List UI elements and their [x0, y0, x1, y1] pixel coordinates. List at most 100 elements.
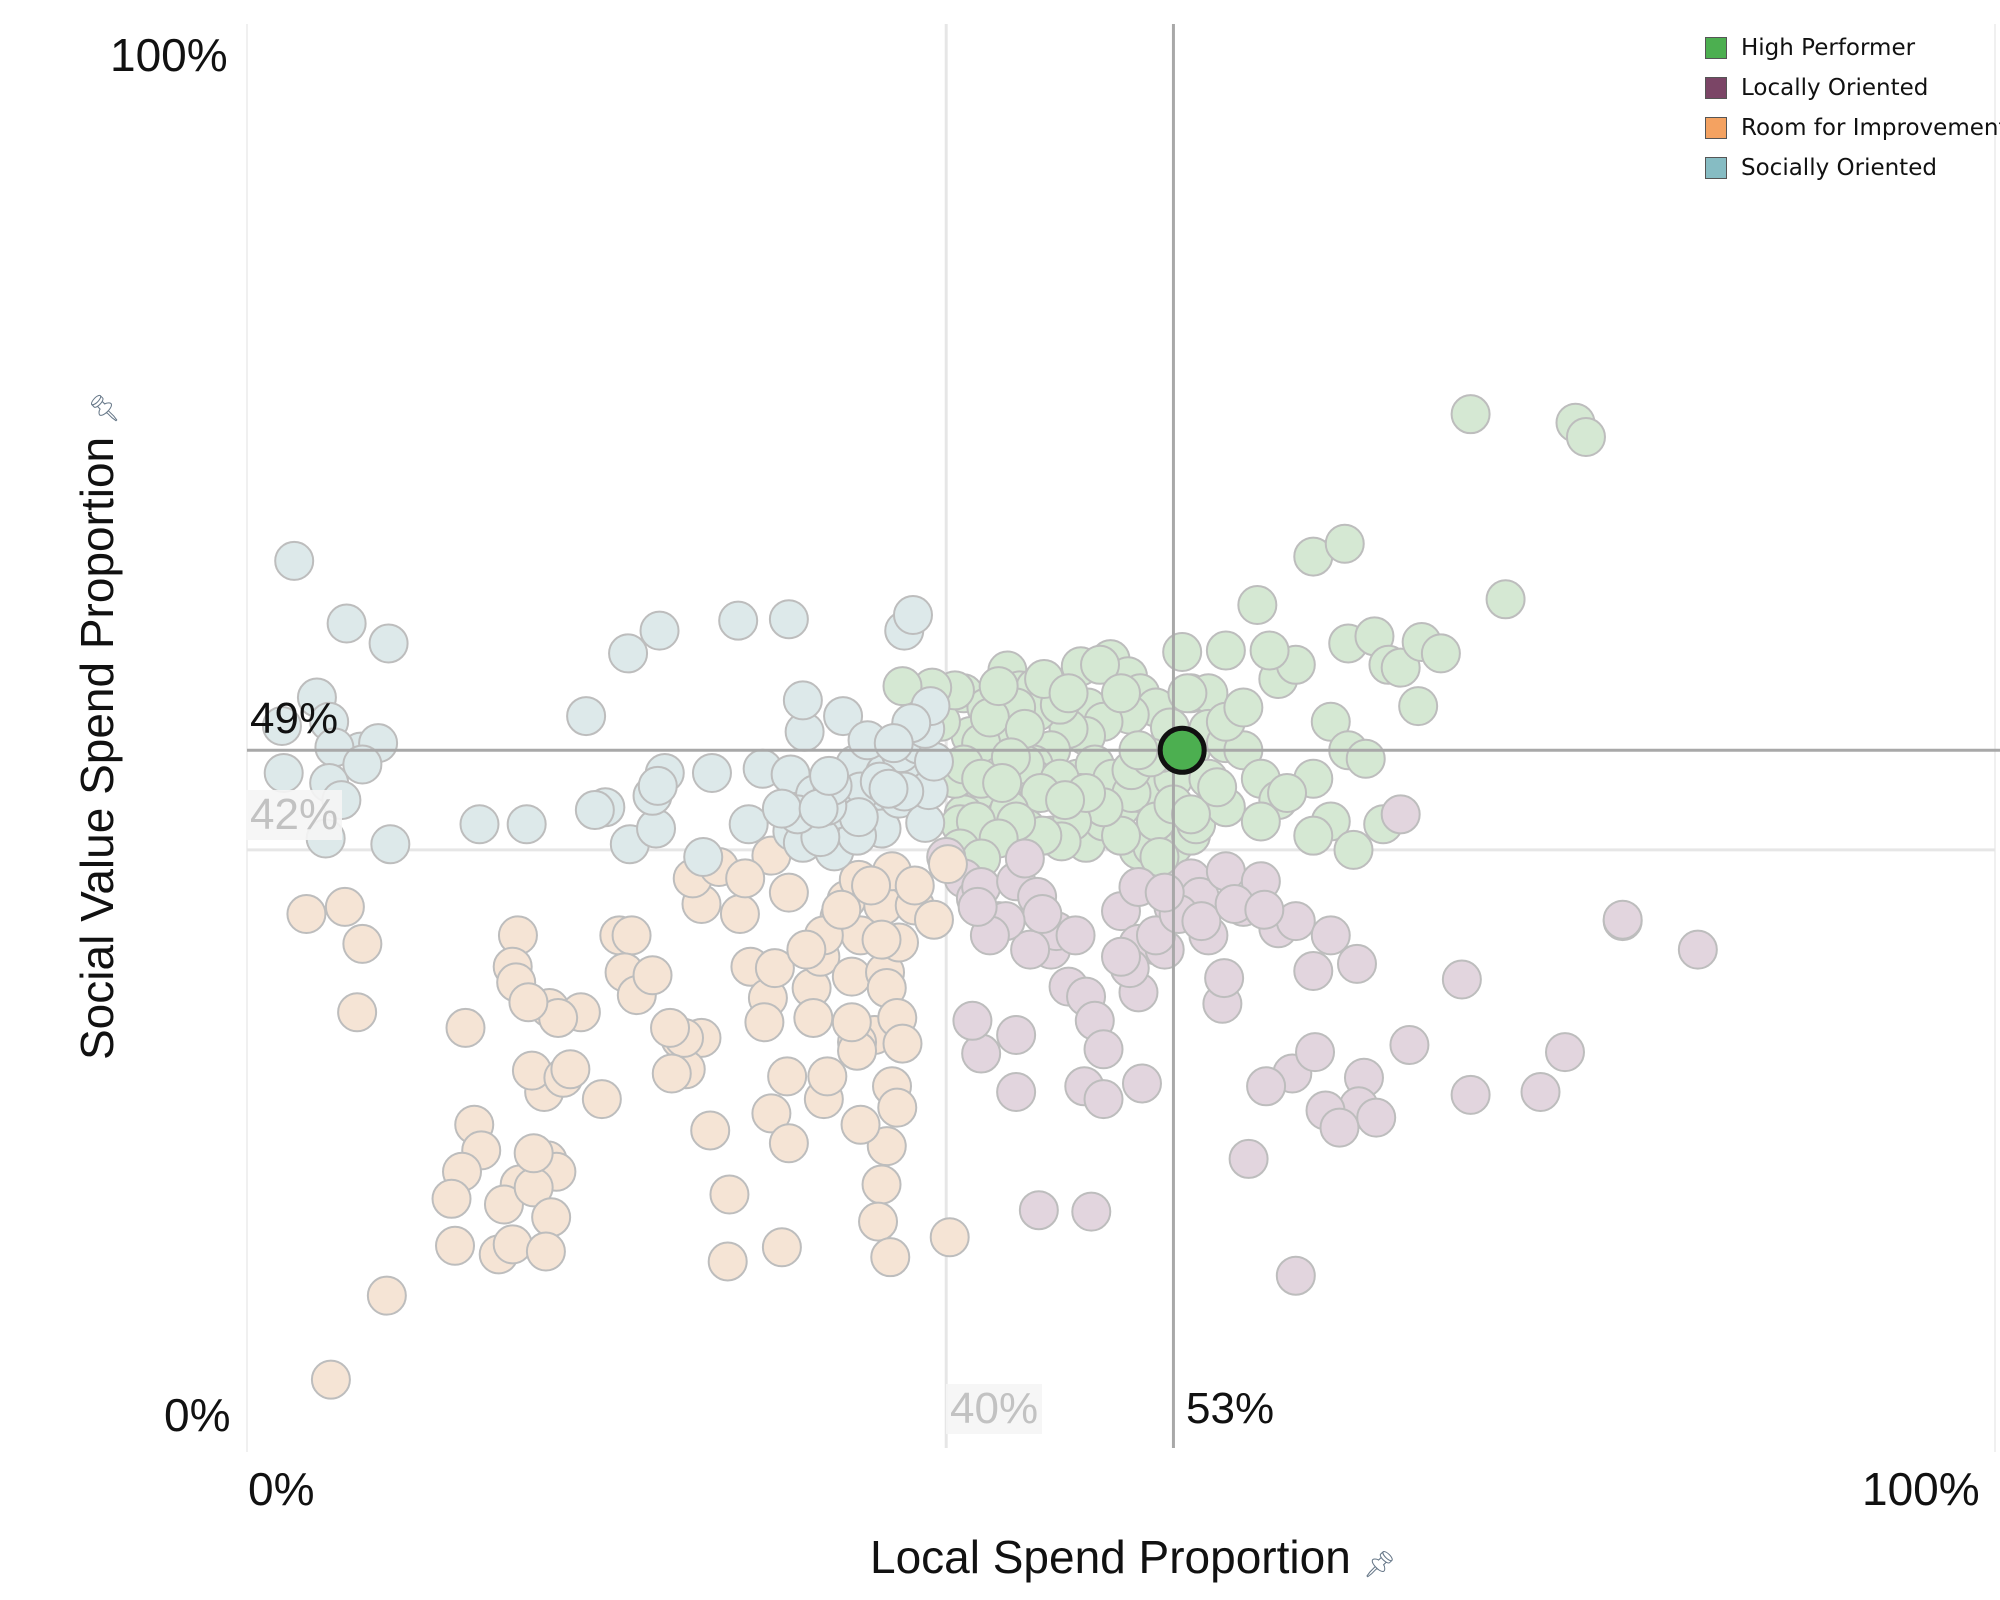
data-point[interactable]: [868, 768, 909, 809]
data-point[interactable]: [1071, 1191, 1112, 1232]
data-point[interactable]: [1204, 958, 1245, 999]
data-point[interactable]: [1045, 780, 1086, 821]
data-point[interactable]: [1246, 1066, 1287, 1107]
data-point[interactable]: [957, 886, 998, 927]
data-point[interactable]: [337, 992, 378, 1033]
data-point[interactable]: [1228, 1138, 1269, 1179]
data-point[interactable]: [611, 915, 652, 956]
data-point[interactable]: [894, 865, 935, 906]
data-point[interactable]: [913, 899, 954, 940]
pin-icon[interactable]: 📌︎: [89, 391, 119, 425]
data-point[interactable]: [274, 540, 315, 581]
data-point[interactable]: [1450, 394, 1491, 435]
data-point[interactable]: [691, 753, 732, 794]
data-point[interactable]: [996, 1015, 1037, 1056]
data-point[interactable]: [550, 1049, 591, 1090]
data-point[interactable]: [1181, 901, 1222, 942]
data-point[interactable]: [823, 696, 864, 737]
data-point[interactable]: [581, 1079, 622, 1120]
data-point[interactable]: [978, 666, 1019, 707]
data-point[interactable]: [637, 765, 678, 806]
data-point[interactable]: [929, 1217, 970, 1258]
legend-item-socially-oriented[interactable]: Socially Oriented: [1705, 148, 2000, 188]
data-point[interactable]: [786, 929, 827, 970]
data-point[interactable]: [1441, 959, 1482, 1000]
data-point[interactable]: [261, 706, 302, 747]
data-point[interactable]: [1162, 631, 1203, 672]
data-point[interactable]: [982, 762, 1023, 803]
legend-item-high-performer[interactable]: High Performer: [1705, 28, 2000, 68]
data-point[interactable]: [761, 1227, 802, 1268]
data-point[interactable]: [286, 894, 327, 934]
data-point[interactable]: [324, 886, 365, 927]
data-point[interactable]: [1240, 801, 1281, 842]
data-point[interactable]: [1319, 1107, 1360, 1148]
data-point[interactable]: [342, 923, 383, 964]
data-point[interactable]: [1083, 1079, 1124, 1120]
data-point[interactable]: [326, 603, 367, 644]
data-point[interactable]: [1345, 738, 1386, 779]
data-point[interactable]: [1380, 794, 1421, 835]
data-point[interactable]: [690, 1110, 731, 1151]
data-point[interactable]: [861, 919, 902, 960]
data-point[interactable]: [927, 844, 968, 885]
data-point[interactable]: [782, 680, 823, 721]
data-point[interactable]: [861, 1164, 902, 1205]
data-point[interactable]: [1420, 633, 1461, 674]
data-point[interactable]: [1450, 1074, 1491, 1115]
data-point[interactable]: [508, 982, 549, 1023]
data-point[interactable]: [1004, 838, 1045, 879]
data-point[interactable]: [1223, 687, 1264, 728]
data-point[interactable]: [870, 1237, 911, 1278]
data-point[interactable]: [683, 837, 724, 878]
data-point[interactable]: [1293, 815, 1334, 856]
data-point[interactable]: [1389, 1025, 1430, 1066]
data-point[interactable]: [1197, 767, 1238, 808]
data-point[interactable]: [892, 594, 933, 635]
data-point[interactable]: [1267, 772, 1308, 813]
data-point[interactable]: [809, 755, 850, 796]
data-point[interactable]: [1310, 915, 1351, 956]
data-point[interactable]: [483, 1184, 524, 1225]
data-point[interactable]: [1080, 644, 1121, 685]
data-point[interactable]: [719, 894, 760, 934]
data-point[interactable]: [807, 1056, 848, 1097]
data-point[interactable]: [1083, 1029, 1124, 1070]
data-point[interactable]: [650, 1007, 691, 1048]
data-point[interactable]: [1602, 899, 1643, 940]
data-point[interactable]: [858, 1201, 899, 1242]
data-point[interactable]: [882, 1023, 923, 1064]
data-point[interactable]: [1022, 894, 1063, 934]
data-point[interactable]: [1677, 929, 1718, 970]
data-point[interactable]: [1249, 630, 1290, 671]
data-point[interactable]: [263, 753, 304, 794]
data-point[interactable]: [1356, 1097, 1397, 1138]
legend-item-room-for-improvement[interactable]: Room for Improvement: [1705, 108, 2000, 148]
data-point[interactable]: [513, 1133, 554, 1174]
data-point[interactable]: [366, 1275, 407, 1316]
data-point[interactable]: [707, 1241, 748, 1282]
data-point[interactable]: [566, 696, 607, 737]
data-point[interactable]: [851, 865, 892, 906]
data-point[interactable]: [506, 804, 547, 845]
data-point[interactable]: [754, 948, 795, 989]
data-point[interactable]: [370, 824, 411, 865]
data-point[interactable]: [310, 1359, 351, 1400]
data-point[interactable]: [768, 599, 809, 640]
data-point[interactable]: [531, 1197, 572, 1238]
data-point[interactable]: [793, 997, 834, 1038]
data-point[interactable]: [342, 744, 383, 785]
data-point[interactable]: [1018, 1190, 1059, 1231]
data-point[interactable]: [744, 1002, 785, 1043]
data-point[interactable]: [751, 1093, 792, 1134]
data-point[interactable]: [1170, 794, 1211, 835]
data-point[interactable]: [952, 1000, 993, 1041]
data-point[interactable]: [768, 1123, 809, 1164]
data-point[interactable]: [368, 623, 409, 664]
data-point[interactable]: [1324, 523, 1365, 564]
data-point[interactable]: [1293, 950, 1334, 991]
data-point[interactable]: [718, 600, 759, 641]
data-point[interactable]: [768, 872, 809, 913]
data-point[interactable]: [445, 1007, 486, 1048]
data-point[interactable]: [709, 1174, 750, 1215]
